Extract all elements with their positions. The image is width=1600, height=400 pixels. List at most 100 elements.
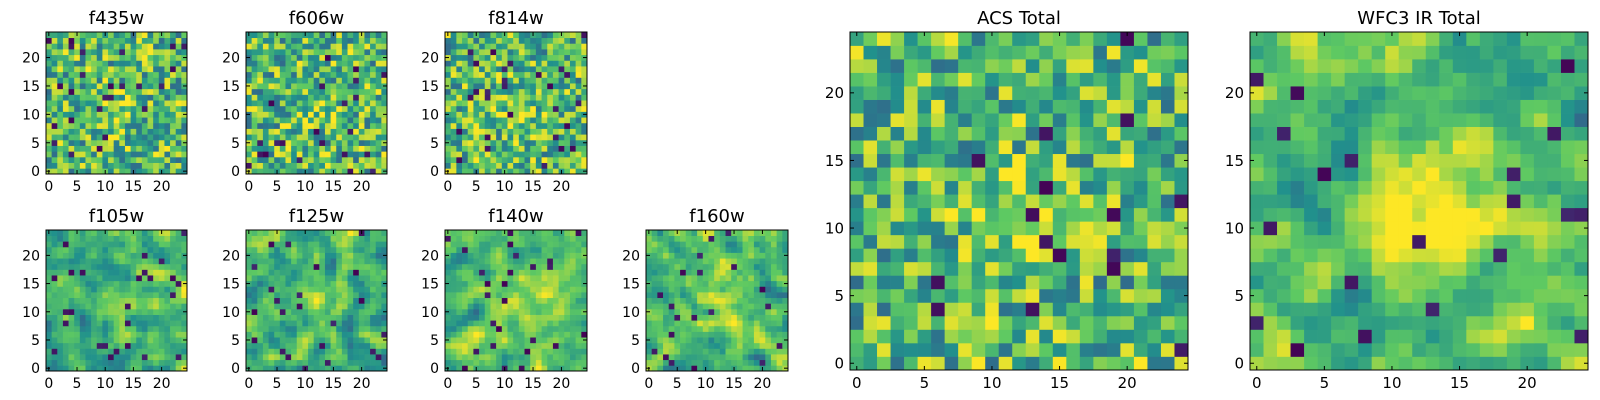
- heatmap-cell: [535, 151, 542, 158]
- heatmap-cell: [153, 303, 160, 310]
- heatmap-cell: [324, 325, 331, 332]
- heatmap-cell: [57, 77, 64, 84]
- heatmap-cell: [731, 320, 738, 327]
- heatmap-cell: [1079, 288, 1094, 303]
- heatmap-cell: [863, 194, 878, 209]
- heatmap-cell: [558, 263, 565, 270]
- heatmap-cell: [364, 111, 371, 118]
- heatmap-cell: [246, 246, 252, 253]
- heatmap-cell: [74, 162, 81, 169]
- heatmap-cell: [569, 275, 576, 282]
- heatmap-cell: [381, 71, 388, 78]
- heatmap-cell: [319, 139, 326, 146]
- heatmap-cell: [57, 60, 64, 67]
- heatmap-cell: [490, 342, 497, 349]
- heatmap-cell: [731, 314, 738, 321]
- heatmap-cell: [285, 246, 292, 253]
- heatmap-cell: [513, 252, 520, 259]
- heatmap-cell: [547, 235, 554, 242]
- heatmap-cell: [668, 365, 675, 372]
- heatmap-cell: [513, 314, 520, 321]
- heatmap-cell: [702, 275, 709, 282]
- heatmap-cell: [496, 43, 503, 50]
- heatmap-cell: [736, 308, 743, 315]
- heatmap-cell: [1025, 234, 1040, 249]
- heatmap-cell: [285, 77, 292, 84]
- heatmap-cell: [530, 77, 537, 84]
- heatmap-cell: [547, 292, 554, 299]
- heatmap-cell: [130, 111, 137, 118]
- heatmap-cell: [958, 342, 973, 357]
- heatmap-cell: [917, 261, 932, 276]
- heatmap-cell: [513, 32, 520, 39]
- heatmap-cell: [102, 66, 109, 73]
- heatmap-cell: [1174, 329, 1189, 344]
- heatmap-cell: [364, 128, 371, 135]
- heatmap-cell: [736, 286, 743, 293]
- heatmap-cell: [141, 32, 148, 39]
- heatmap-cell: [262, 88, 269, 95]
- heatmap-cell: [302, 94, 309, 101]
- heatmap-cell: [490, 162, 497, 169]
- heatmap-cell: [68, 77, 75, 84]
- heatmap-cell: [473, 275, 480, 282]
- heatmap-cell: [96, 348, 103, 355]
- heatmap-cell: [507, 43, 514, 50]
- heatmap-cell: [668, 275, 675, 282]
- heatmap-cell: [274, 337, 281, 344]
- heatmap-cell: [736, 269, 743, 276]
- heatmap-cell: [541, 49, 548, 56]
- heatmap-cell: [541, 66, 548, 73]
- heatmap-cell: [1133, 288, 1148, 303]
- heatmap-cell: [564, 235, 571, 242]
- heatmap-cell: [91, 258, 98, 265]
- heatmap-cell: [547, 54, 554, 61]
- heatmap-cell: [1147, 248, 1162, 263]
- heatmap-cell: [62, 32, 69, 39]
- heatmap-cell: [575, 269, 582, 276]
- heatmap-cell: [998, 180, 1013, 195]
- heatmap-cell: [663, 280, 670, 287]
- heatmap-cell: [518, 60, 525, 67]
- heatmap-cell: [708, 230, 715, 236]
- heatmap-cell: [347, 77, 354, 84]
- heatmap-cell: [91, 359, 98, 366]
- heatmap-cell: [108, 122, 115, 129]
- heatmap-cell: [564, 54, 571, 61]
- heatmap-cell: [742, 359, 749, 366]
- heatmap-cell: [257, 230, 264, 236]
- heatmap-cell: [257, 128, 264, 135]
- heatmap-cell: [353, 303, 360, 310]
- heatmap-cell: [479, 134, 486, 141]
- heatmap-cell: [96, 66, 103, 73]
- heatmap-cell: [257, 94, 264, 101]
- heatmap-cell: [697, 365, 704, 372]
- heatmap-cell: [353, 94, 360, 101]
- heatmap-cell: [445, 297, 452, 304]
- heatmap-cell: [358, 308, 365, 315]
- heatmap-cell: [1052, 329, 1067, 344]
- heatmap-cell: [68, 359, 75, 366]
- heatmap-cell: [358, 151, 365, 158]
- heatmap-cell: [313, 292, 320, 299]
- heatmap-cell: [547, 162, 554, 169]
- heatmap-cell: [353, 235, 360, 242]
- heatmap-cell: [364, 54, 371, 61]
- heatmap-cell: [456, 348, 463, 355]
- heatmap-cell: [1079, 356, 1094, 371]
- heatmap-cell: [285, 139, 292, 146]
- heatmap-cell: [68, 258, 75, 265]
- heatmap-cell: [302, 145, 309, 152]
- heatmap-cell: [381, 105, 388, 112]
- heatmap-cell: [85, 60, 92, 67]
- heatmap-cell: [541, 252, 548, 259]
- heatmap-cell: [108, 337, 115, 344]
- heatmap-cell: [719, 365, 726, 372]
- heatmap-cell: [302, 269, 309, 276]
- heatmap-cell: [944, 302, 959, 317]
- heatmap-cell: [85, 263, 92, 270]
- heatmap-cell: [445, 241, 452, 248]
- heatmap-cell: [708, 337, 715, 344]
- heatmap-cell: [181, 331, 188, 338]
- heatmap-cell: [651, 320, 658, 327]
